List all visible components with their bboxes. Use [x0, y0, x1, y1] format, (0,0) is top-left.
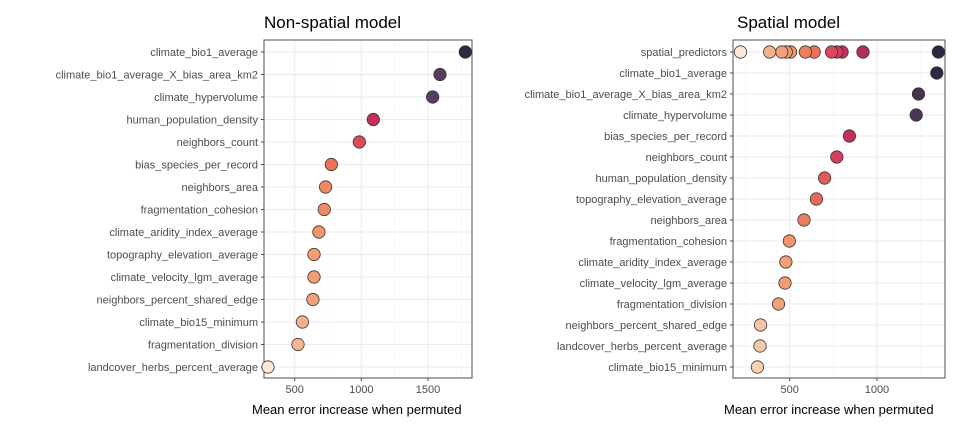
- data-point: [753, 318, 768, 332]
- data-point: [426, 90, 440, 104]
- x-tick-label: 500: [285, 384, 303, 396]
- data-point: [753, 339, 767, 353]
- plot-frame: [732, 39, 946, 379]
- y-tick-label: human_population_density: [596, 173, 728, 185]
- data-point: [433, 67, 447, 82]
- spatial-title: Spatial model: [737, 13, 840, 32]
- data-point: [750, 360, 765, 374]
- data-point: [818, 171, 832, 185]
- y-tick-label: human_population_density: [127, 115, 259, 127]
- data-point: [809, 192, 824, 206]
- y-tick-label: topography_elevation_average: [576, 194, 727, 206]
- data-point: [930, 66, 944, 80]
- data-point: [318, 180, 333, 194]
- spatial-model-panel: Spatial model Mean error increase when p…: [525, 13, 946, 417]
- y-tick-label: neighbors_count: [177, 137, 258, 149]
- points: [261, 45, 472, 374]
- y-tick-label: neighbors_area: [182, 182, 259, 194]
- data-point: [307, 270, 321, 284]
- y-tick-label: climate_velocity_lgm_average: [580, 278, 727, 290]
- data-point: [909, 108, 923, 122]
- data-point: [771, 297, 786, 311]
- x-tick-label: 1500: [416, 384, 440, 396]
- y-tick-label: climate_velocity_lgm_average: [111, 272, 258, 284]
- y-tick-label: climate_hypervolume: [623, 110, 727, 122]
- y-tick-label: climate_bio1_average_X_bias_area_km2: [56, 70, 258, 82]
- y-tick-label: landcover_herbs_percent_average: [557, 341, 727, 353]
- y-tick-label: fragmentation_division: [148, 340, 258, 352]
- grid: [264, 40, 472, 378]
- data-point: [797, 213, 811, 227]
- data-point: [763, 45, 777, 59]
- data-point: [931, 45, 945, 59]
- non-spatial-model-panel: Non-spatial model Mean error increase wh…: [56, 13, 473, 417]
- y-tick-label: topography_elevation_average: [107, 250, 258, 262]
- y-tick-label: climate_aridity_index_average: [109, 227, 258, 239]
- data-point: [312, 225, 326, 239]
- y-tick-label: climate_bio15_minimum: [139, 317, 258, 329]
- y-tick-label: fragmentation_cohesion: [141, 205, 258, 217]
- y-tick-label: climate_hypervolume: [154, 92, 258, 104]
- y-tick-label: neighbors_percent_shared_edge: [97, 295, 258, 307]
- y-tick-label: neighbors_percent_shared_edge: [566, 320, 727, 332]
- y-tick-label: bias_species_per_record: [135, 160, 258, 172]
- data-point: [317, 202, 331, 217]
- data-point: [306, 292, 320, 307]
- y-tick-label: spatial_predictors: [641, 47, 728, 59]
- y-tick-label: climate_aridity_index_average: [578, 257, 727, 269]
- data-point: [856, 45, 870, 59]
- data-point: [307, 247, 321, 262]
- data-point: [324, 157, 338, 172]
- data-point: [911, 87, 926, 101]
- x-tick-label: 1000: [349, 384, 373, 396]
- data-point: [291, 337, 305, 352]
- non-spatial-title: Non-spatial model: [264, 13, 401, 32]
- data-point: [824, 45, 839, 59]
- y-tick-label: climate_bio1_average: [619, 68, 727, 80]
- data-point: [261, 360, 275, 374]
- data-point: [779, 255, 793, 269]
- y-tick-label: climate_bio1_average_X_bias_area_km2: [525, 89, 727, 101]
- y-tick-label: fragmentation_cohesion: [610, 236, 727, 248]
- data-point: [842, 129, 856, 143]
- non-spatial-x-axis-label: Mean error increase when permuted: [252, 402, 462, 417]
- y-tick-label: climate_bio15_minimum: [608, 362, 727, 374]
- y-tick-label: fragmentation_division: [617, 299, 727, 311]
- data-point: [458, 45, 472, 59]
- data-point: [798, 45, 813, 59]
- spatial-x-axis-label: Mean error increase when permuted: [724, 402, 934, 417]
- data-point: [775, 45, 789, 59]
- x-tick-label: 500: [781, 384, 799, 396]
- data-point: [352, 135, 366, 149]
- y-tick-label: climate_bio1_average: [150, 47, 258, 59]
- y-tick-label: bias_species_per_record: [604, 131, 727, 143]
- x-tick-label: 1000: [865, 384, 889, 396]
- data-point: [830, 150, 844, 164]
- y-tick-label: neighbors_area: [651, 215, 728, 227]
- data-point: [778, 276, 792, 290]
- data-point: [733, 45, 748, 59]
- y-tick-label: landcover_herbs_percent_average: [88, 362, 258, 374]
- y-tick-label: neighbors_count: [646, 152, 727, 164]
- data-point: [295, 315, 309, 329]
- data-point: [782, 234, 796, 248]
- data-point: [366, 112, 380, 127]
- points: [733, 45, 945, 374]
